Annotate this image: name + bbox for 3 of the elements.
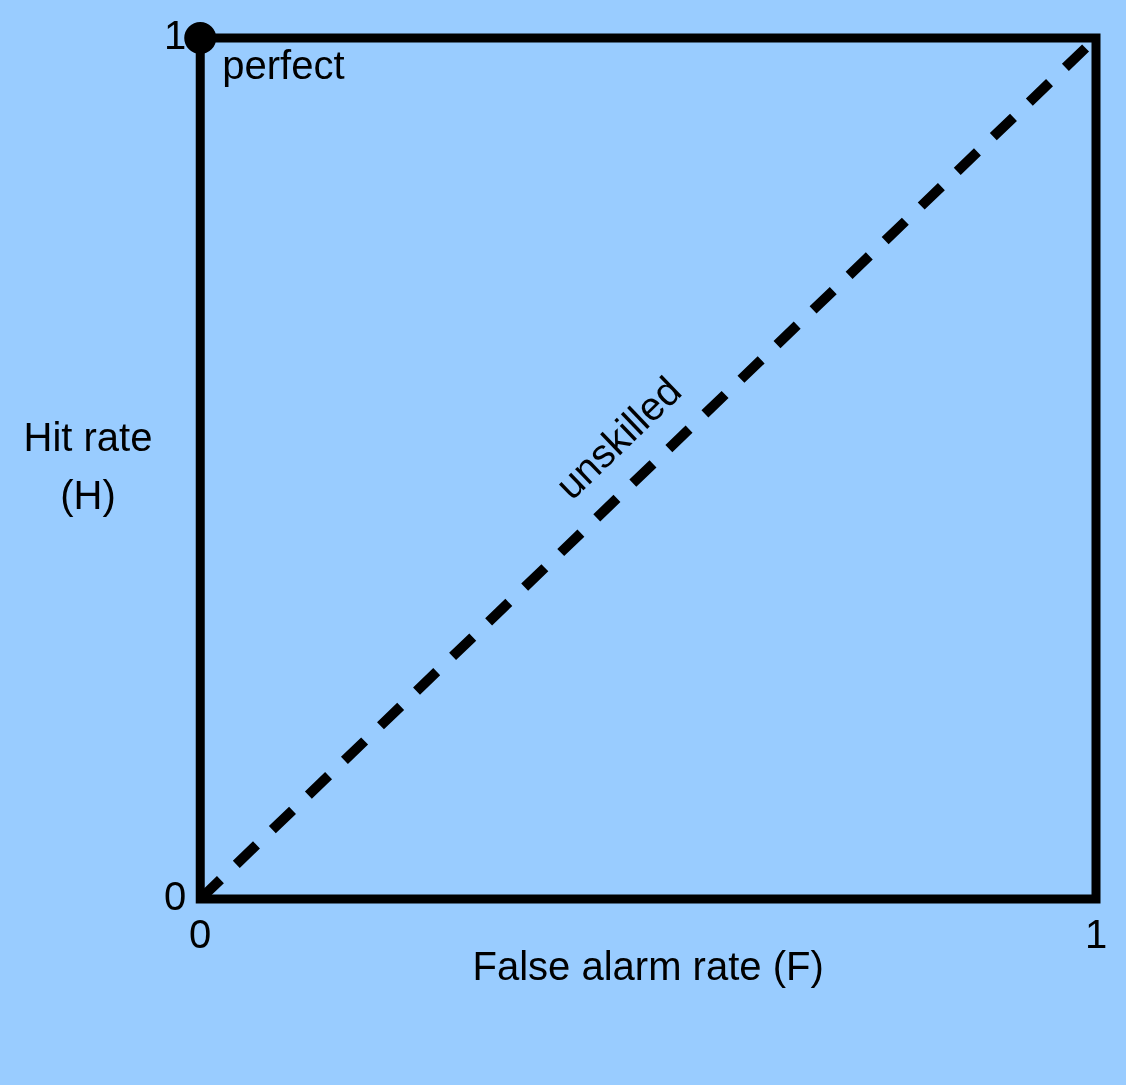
y-axis-title: Hit rate (H) [23,414,153,517]
series-label: perfect [222,43,345,88]
x-axis-title: False alarm rate (F) [472,944,824,989]
